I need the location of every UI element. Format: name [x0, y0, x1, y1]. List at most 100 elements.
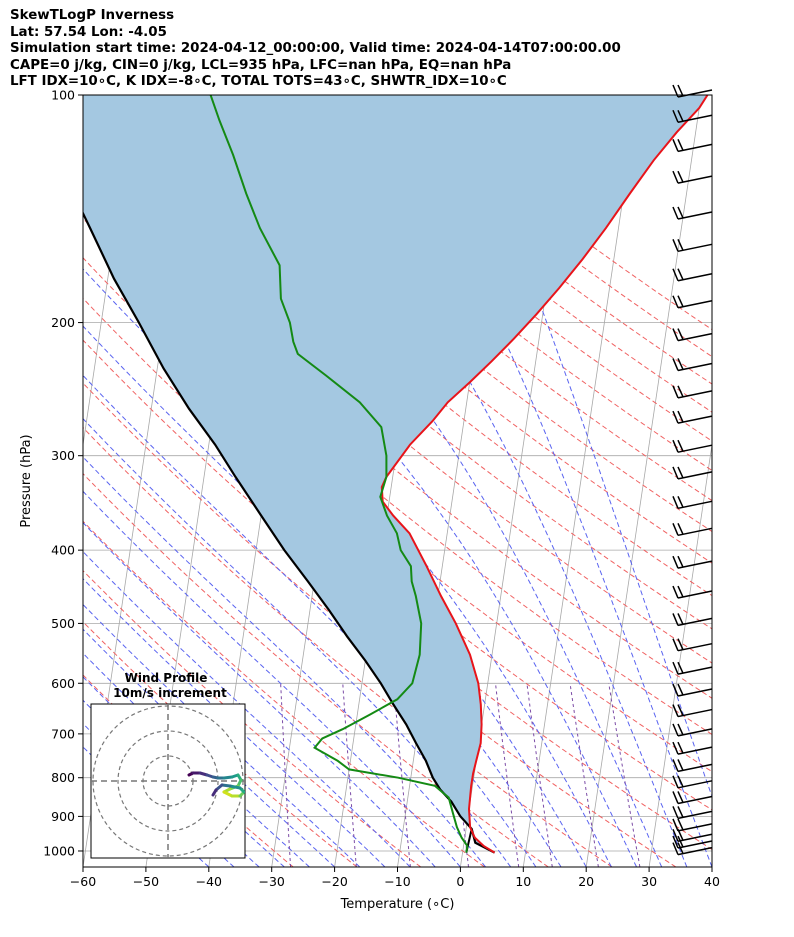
- wind-barb: [672, 759, 713, 773]
- x-tick-label: −20: [321, 874, 347, 889]
- y-axis-ticks: 1000 900 800 700 600 500 400 300 200 100: [43, 88, 83, 858]
- dry-adiabat: [83, 621, 358, 867]
- x-tick-label: 0: [456, 874, 464, 889]
- moist-adiabat: [83, 122, 637, 867]
- isotherm-line: [0, 95, 9, 867]
- hodograph-segment: [211, 788, 218, 797]
- wind-barb: [672, 139, 713, 153]
- y-axis-label: Pressure (hPa): [19, 434, 34, 527]
- dry-adiabat: [104, 95, 712, 597]
- wind-barb: [672, 439, 713, 453]
- temperature-line: [380, 95, 709, 854]
- wind-barb: [672, 683, 713, 697]
- stability-area-fill: [83, 95, 708, 853]
- y-tick-label: 100: [51, 88, 75, 103]
- wind-barb: [672, 741, 713, 755]
- x-tick-label: 10: [515, 874, 531, 889]
- wind-profile-inset: Wind Profile 10m/s increment: [90, 671, 246, 859]
- y-tick-label: 700: [51, 726, 75, 741]
- isotherm-line: [648, 442, 712, 867]
- wind-barb: [672, 791, 713, 805]
- stability-line: CAPE=0 j/kg, CIN=0 j/kg, LCL=935 hPa, LF…: [10, 57, 512, 73]
- sounding-curves: [83, 95, 709, 854]
- moist-adiabat: [83, 550, 411, 867]
- y-tick-label: 600: [51, 676, 75, 691]
- x-tick-label: 20: [578, 874, 594, 889]
- wind-barbs: [672, 84, 713, 856]
- wind-barb: [672, 775, 713, 789]
- mixing-ratio-line: [569, 683, 599, 867]
- wind-barb: [672, 410, 713, 424]
- moist-adiabat: [362, 95, 712, 867]
- location-line: Lat: 57.54 Lon: -4.05: [10, 24, 167, 40]
- dry-adiabat: [83, 426, 613, 867]
- wind-barb: [672, 522, 713, 537]
- x-tick-label: −30: [259, 874, 285, 889]
- dewpoint-line: [209, 95, 469, 853]
- y-tick-label: 200: [51, 315, 75, 330]
- wind-barb: [672, 206, 713, 220]
- title-line: SkewTLogP Inverness: [10, 8, 175, 23]
- dry-adiabat: [83, 472, 549, 867]
- wind-barb: [672, 328, 713, 342]
- moist-adiabat: [83, 490, 461, 867]
- mixing-ratio-line: [280, 683, 292, 867]
- isotherm-line: [711, 864, 712, 867]
- wind-barb: [672, 385, 713, 399]
- y-tick-label: 300: [51, 448, 75, 463]
- inset-title: Wind Profile: [125, 671, 208, 685]
- wind-barb: [672, 585, 713, 599]
- wind-barb: [672, 555, 713, 569]
- moist-adiabat: [452, 95, 712, 798]
- y-tick-label: 800: [51, 770, 75, 785]
- x-tick-label: 40: [704, 874, 720, 889]
- wind-barb: [672, 704, 713, 718]
- mixing-ratio-line: [526, 683, 553, 867]
- moist-adiabat: [83, 628, 335, 867]
- isotherm-line: [0, 95, 72, 867]
- wind-barb: [672, 638, 713, 652]
- wind-barb: [672, 723, 713, 737]
- x-tick-label: 30: [641, 874, 657, 889]
- moist-adiabat: [83, 652, 310, 867]
- mixing-ratio-line: [342, 683, 357, 867]
- wind-barb: [672, 495, 713, 510]
- moist-adiabat: [248, 95, 688, 867]
- dry-adiabat: [267, 95, 712, 442]
- dry-adiabat: [234, 95, 712, 472]
- hodograph-segment: [228, 784, 242, 790]
- dry-adiabat: [136, 95, 712, 564]
- isotherm-line: [775, 95, 794, 867]
- wind-barb: [672, 109, 713, 124]
- wind-barb: [672, 806, 713, 820]
- wind-barb: [672, 466, 713, 480]
- moist-adiabat: [83, 603, 361, 867]
- y-tick-label: 900: [51, 809, 75, 824]
- chart-header: SkewTLogP Inverness Lat: 57.54 Lon: -4.0…: [10, 8, 621, 91]
- time-line: Simulation start time: 2024-04-12_00:00:…: [10, 41, 621, 57]
- moist-adiabat: [83, 578, 386, 867]
- y-tick-label: 500: [51, 616, 75, 631]
- dry-adiabat: [83, 520, 485, 867]
- x-tick-label: −40: [196, 874, 222, 889]
- index-line: LFT IDX=10∘C, K IDX=-8∘C, TOTAL TOTS=43∘…: [10, 74, 507, 90]
- dry-adiabat: [169, 95, 712, 533]
- moist-adiabat: [142, 95, 663, 867]
- y-tick-label: 1000: [43, 843, 75, 858]
- wind-barb: [672, 613, 713, 627]
- wind-barb: [672, 818, 713, 832]
- x-tick-label: −60: [70, 874, 96, 889]
- wind-barb: [672, 239, 713, 253]
- wind-barb: [672, 661, 713, 675]
- dry-adiabat: [83, 569, 422, 867]
- inset-subtitle: 10m/s increment: [113, 686, 227, 700]
- wind-barb: [672, 170, 713, 184]
- x-tick-label: −10: [384, 874, 410, 889]
- y-tick-label: 400: [51, 543, 75, 558]
- mixing-ratio-line: [495, 683, 520, 867]
- hodograph-ring: [117, 730, 219, 832]
- dry-adiabat: [83, 297, 712, 811]
- wind-barb: [672, 268, 713, 282]
- wind-barb: [672, 295, 713, 309]
